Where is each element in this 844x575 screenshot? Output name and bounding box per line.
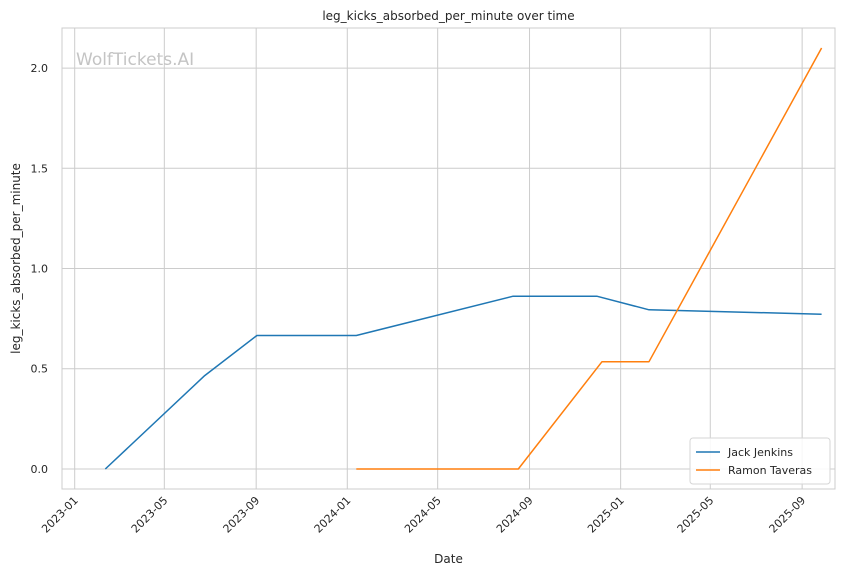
x-tick-label: 2023-09 bbox=[221, 494, 263, 536]
x-tick-label: 2025-01 bbox=[585, 494, 627, 536]
y-axis-label: leg_kicks_absorbed_per_minute bbox=[9, 163, 23, 354]
series-line-1 bbox=[356, 47, 823, 470]
plot-area bbox=[61, 27, 836, 490]
x-tick-label: 2024-01 bbox=[312, 494, 354, 536]
y-tick-label: 2.0 bbox=[31, 62, 49, 75]
legend-box bbox=[689, 437, 831, 485]
y-tick-label: 1.0 bbox=[31, 263, 49, 276]
legend-label-0: Jack Jenkins bbox=[727, 446, 793, 459]
x-tick-label: 2024-05 bbox=[402, 494, 444, 536]
watermark-text: WolfTickets.AI bbox=[76, 50, 194, 70]
x-tick-label: 2023-05 bbox=[129, 494, 171, 536]
x-tick-label: 2025-05 bbox=[675, 494, 717, 536]
x-axis-label: Date bbox=[434, 552, 463, 566]
legend-label-1: Ramon Taveras bbox=[728, 464, 812, 477]
x-tick-label: 2023-01 bbox=[39, 494, 81, 536]
x-tick-label: 2024-09 bbox=[494, 494, 536, 536]
y-tick-labels: 0.0 0.5 1.0 1.5 2.0 bbox=[31, 62, 49, 476]
y-tick-label: 1.5 bbox=[31, 162, 49, 175]
chart-title: leg_kicks_absorbed_per_minute over time bbox=[322, 9, 574, 23]
legend: Jack Jenkins Ramon Taveras bbox=[689, 437, 831, 485]
grid-lines bbox=[62, 28, 835, 489]
series-lines bbox=[104, 47, 823, 470]
x-tick-label: 2025-09 bbox=[767, 494, 809, 536]
y-tick-label: 0.5 bbox=[31, 363, 49, 376]
series-line-0 bbox=[104, 295, 822, 470]
y-tick-label: 0.0 bbox=[31, 463, 49, 476]
x-tick-labels: 2023-01 2023-05 2023-09 2024-01 2024-05 2024-… bbox=[39, 494, 808, 536]
